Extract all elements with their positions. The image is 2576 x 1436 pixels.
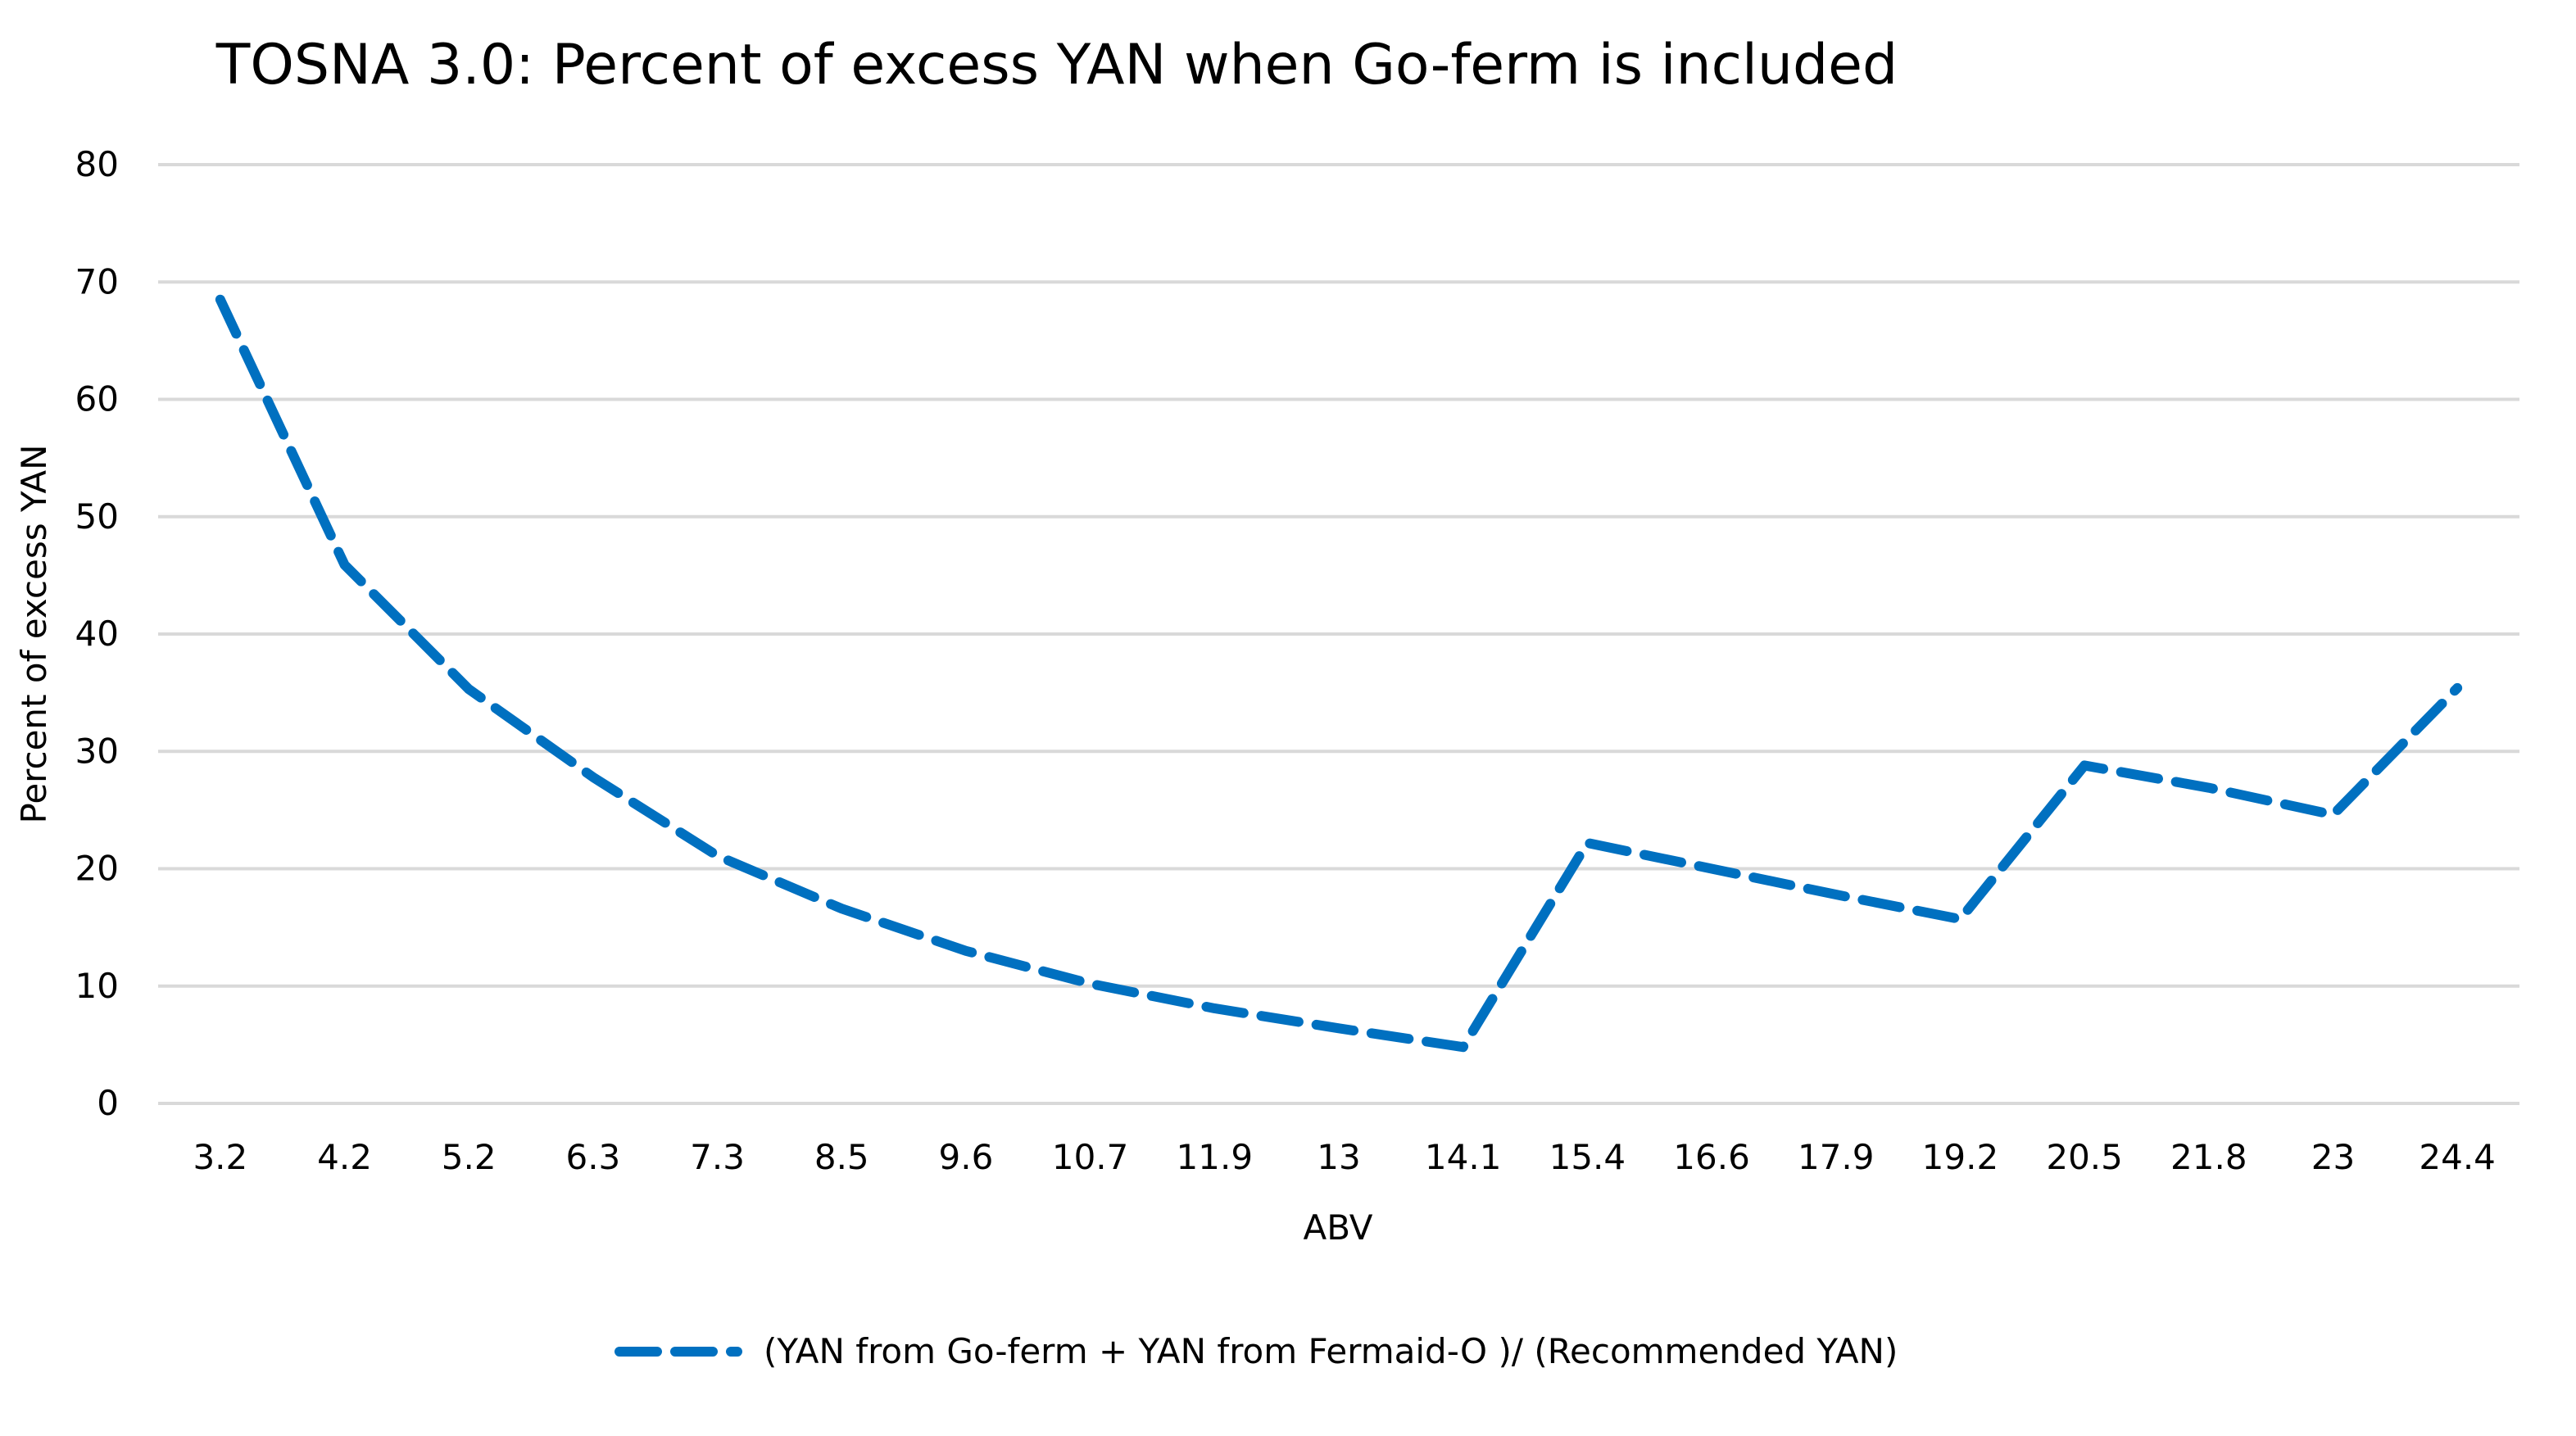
y-tick-label: 70: [75, 261, 119, 301]
x-tick-label: 21.8: [2170, 1137, 2247, 1177]
y-tick-label: 80: [75, 144, 119, 184]
x-tick-label: 7.3: [690, 1137, 745, 1177]
series-line: [220, 300, 2457, 1048]
y-tick-label: 60: [75, 379, 119, 419]
y-tick-label: 50: [75, 496, 119, 537]
x-tick-label: 5.2: [442, 1137, 497, 1177]
x-tick-label: 14.1: [1425, 1137, 1502, 1177]
x-tick-label: 8.5: [814, 1137, 869, 1177]
legend: (YAN from Go-ferm + YAN from Fermaid-O )…: [619, 1331, 1898, 1371]
y-tick-label: 10: [75, 966, 119, 1006]
legend-label: (YAN from Go-ferm + YAN from Fermaid-O )…: [764, 1331, 1898, 1371]
x-tick-label: 20.5: [2046, 1137, 2123, 1177]
x-axis-label: ABV: [1304, 1207, 1373, 1248]
y-tick-label: 30: [75, 731, 119, 771]
x-tick-labels: 3.2 4.2 5.2 6.3 7.3 8.5 9.6 10.7 11.9 13 14.1 15.4 1…: [193, 1137, 2495, 1177]
x-tick-label: 13: [1317, 1137, 1360, 1177]
y-tick-label: 40: [75, 614, 119, 654]
x-tick-label: 3.2: [193, 1137, 247, 1177]
x-tick-label: 9.6: [939, 1137, 994, 1177]
x-tick-label: 15.4: [1549, 1137, 1626, 1177]
y-tick-label: 0: [97, 1083, 119, 1123]
x-tick-label: 23: [2311, 1137, 2355, 1177]
x-tick-label: 16.6: [1673, 1137, 1750, 1177]
gridlines: [158, 165, 2519, 1103]
x-tick-label: 6.3: [565, 1137, 620, 1177]
x-tick-label: 4.2: [317, 1137, 372, 1177]
x-tick-label: 19.2: [1922, 1137, 1999, 1177]
x-tick-label: 11.9: [1177, 1137, 1254, 1177]
x-tick-label: 10.7: [1052, 1137, 1129, 1177]
y-axis-label: Percent of excess YAN: [14, 444, 54, 823]
x-tick-label: 24.4: [2419, 1137, 2496, 1177]
y-tick-labels: 0 10 20 30 40 50 60 70 80: [75, 144, 119, 1123]
series-lines: [220, 300, 2458, 1048]
x-tick-label: 17.9: [1798, 1137, 1875, 1177]
y-tick-label: 20: [75, 849, 119, 889]
chart-title: TOSNA 3.0: Percent of excess YAN when Go…: [215, 33, 1898, 97]
